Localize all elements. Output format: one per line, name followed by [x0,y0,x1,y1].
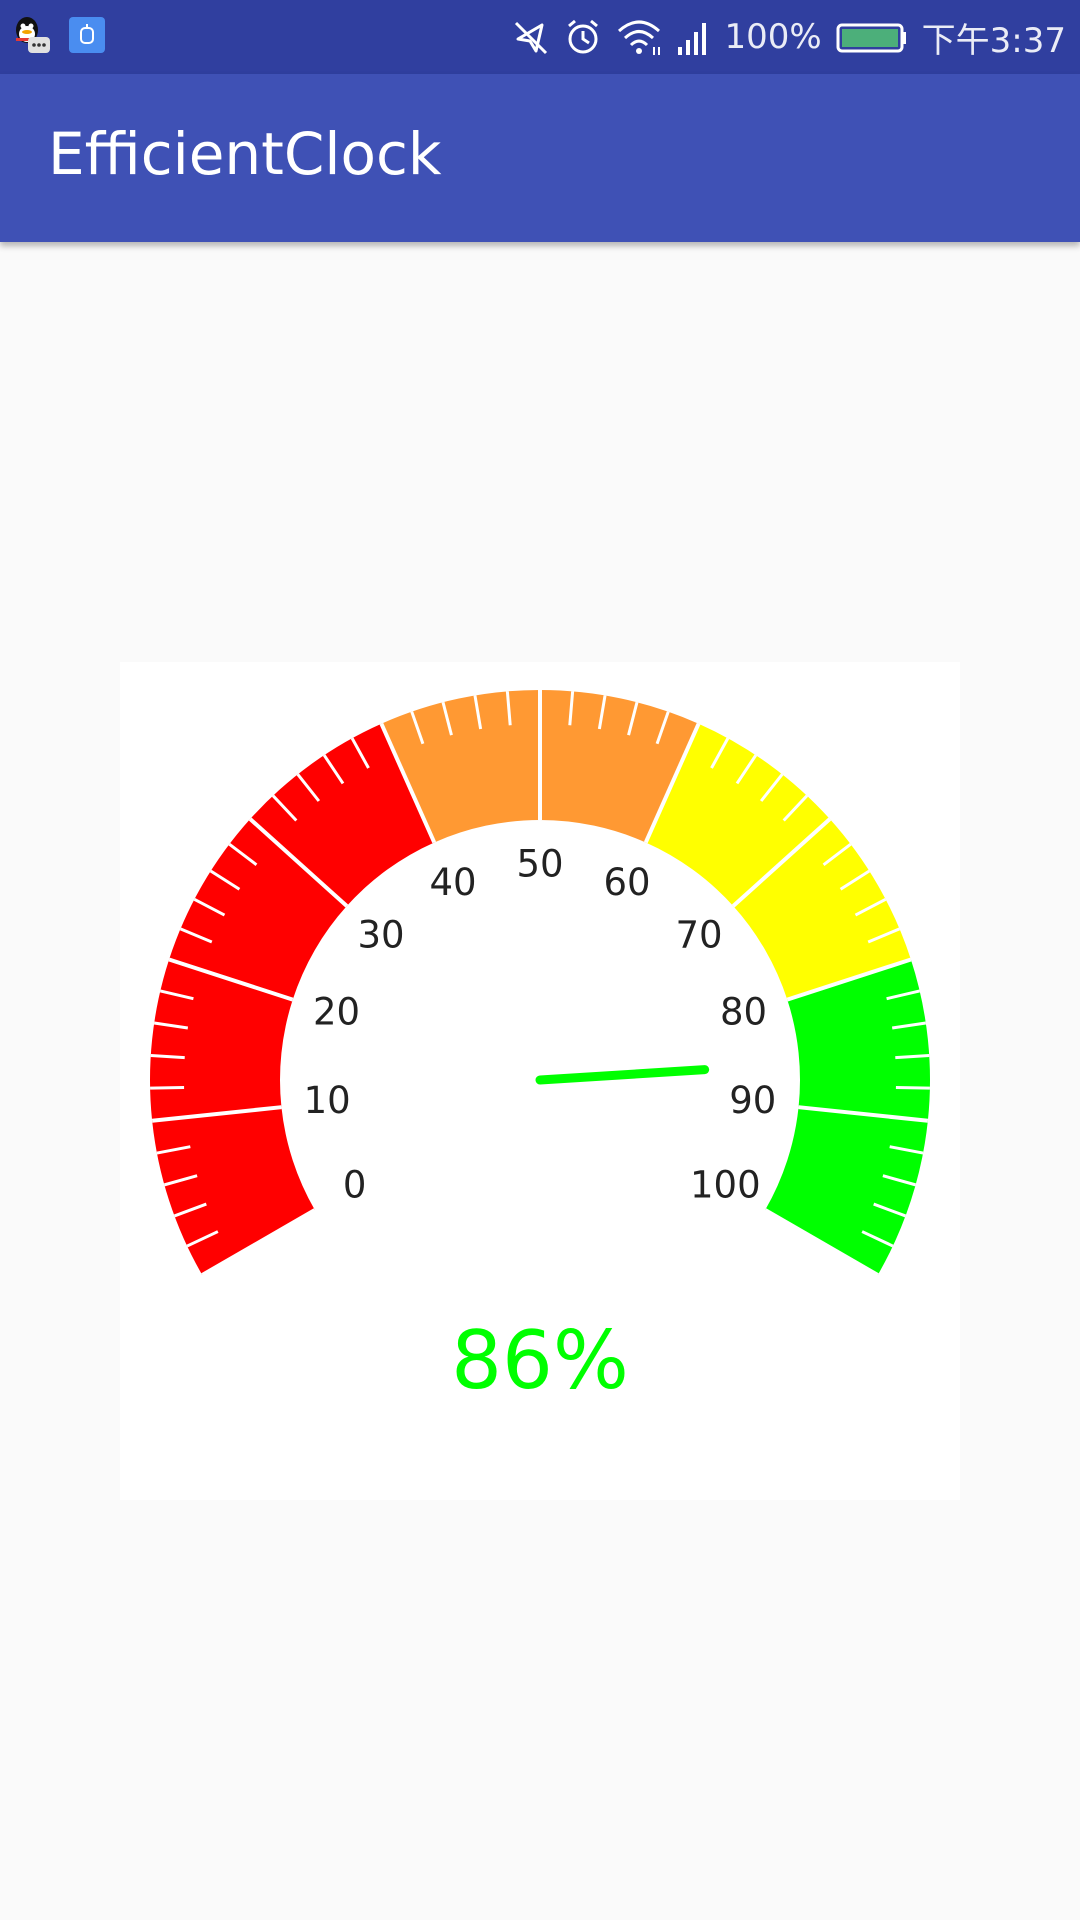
gauge-minor-tick [179,927,213,944]
gauge-major-tick [248,817,349,908]
gauge-minor-tick [156,1145,191,1155]
gauge-label-50: 50 [516,843,563,886]
gauge-minor-tick [153,1021,189,1030]
gauge-minor-tick [173,1202,207,1218]
wifi-icon [616,17,662,57]
gauge-minor-tick [271,794,298,822]
gauge-major-tick [201,1208,316,1277]
gauge-minor-tick [597,695,607,730]
gauge-major-tick [151,1105,282,1123]
battery-icon [836,17,908,57]
battery-percent: 100% [724,17,822,57]
gauge-minor-tick [895,1085,930,1090]
gauge-needle [535,1065,710,1085]
gauge-label-80: 80 [720,990,767,1033]
gauge-minor-tick [886,989,921,1001]
gauge-label-100: 100 [690,1164,761,1207]
gauge-minor-tick [895,1054,930,1060]
qq-icon [12,15,50,59]
gauge-label-0: 0 [343,1164,367,1207]
gauge-major-tick [379,722,437,844]
gauge: 0 10 20 30 40 50 60 70 80 90 100 86% [149,689,930,1407]
gauge-minor-tick [410,711,425,745]
gauge-minor-tick [891,1021,927,1030]
gauge-minor-tick [735,754,758,785]
gauge-label-30: 30 [357,913,404,956]
gauge-needle-layer [535,1065,710,1085]
gauge-label-90: 90 [729,1079,776,1122]
gauge-minor-tick [193,897,226,917]
alarm-icon [564,17,602,57]
gauge-minor-tick [710,737,730,769]
app-bar: EfficientClock [0,74,1080,242]
gauge-minor-tick [505,691,512,726]
gauge-minor-tick [655,711,670,745]
status-left-icons [12,16,106,58]
gauge-minor-tick [822,843,852,866]
gauge-minor-tick [441,701,453,736]
gauge-minor-tick [867,927,901,944]
gauge-minor-tick [209,869,241,891]
gauge-minor-tick [228,843,258,866]
gauge-label-10: 10 [304,1079,351,1122]
status-right-icons: 100% 下午3:37 [512,14,1066,61]
gauge-major-tick [798,1105,929,1123]
gauge-card: 0 10 20 30 40 50 60 70 80 90 100 86% [120,662,960,1500]
gauge-minor-tick [150,1054,185,1060]
battery-fill [841,29,898,47]
gauge-major-tick [764,1208,879,1277]
gauge-minor-tick [159,989,194,1001]
gauge-major-tick [786,957,912,1002]
gauge-minor-tick [473,695,483,730]
gauge-major-tick [731,817,832,908]
gauge-major-tick [643,722,701,844]
gauge-minor-tick [861,1230,894,1248]
gauge-minor-tick [186,1230,219,1248]
gauge-minor-tick [163,1174,198,1187]
gauge-minor-tick [873,1202,907,1218]
gauge-minor-tick [882,1174,917,1187]
gauge-minor-tick [150,1085,185,1090]
gauge-minor-tick [759,773,784,802]
gauge-label-60: 60 [603,861,650,904]
gauge-minor-tick [322,754,345,785]
status-bar: 100% 下午3:37 [0,0,1080,74]
gauge-labels: 0 10 20 30 40 50 60 70 80 90 100 [304,843,777,1207]
gauge-label-40: 40 [429,861,476,904]
gauge-label-70: 70 [675,913,722,956]
gauge-value-text: 86% [451,1314,629,1407]
gauge-minor-tick [568,691,575,726]
gauge-major-tick [168,957,294,1002]
gauge-minor-tick [854,897,887,917]
gauge-minor-tick [889,1145,924,1155]
gauge-minor-tick [296,773,321,802]
app-title: EfficientClock [48,120,442,188]
app-notification-icon [68,16,106,58]
gauge-minor-tick [627,701,639,736]
gauge-segment-3 [765,959,930,1275]
signal-icon [676,17,710,57]
status-time: 下午3:37 [921,20,1066,61]
gauge-ticks [150,690,930,1277]
gauge-segment-2 [645,723,911,1000]
gauge-minor-tick [839,869,871,891]
mute-icon [512,17,550,57]
gauge-label-20: 20 [313,990,360,1033]
gauge-minor-tick [782,794,809,822]
gauge-minor-tick [350,737,370,769]
